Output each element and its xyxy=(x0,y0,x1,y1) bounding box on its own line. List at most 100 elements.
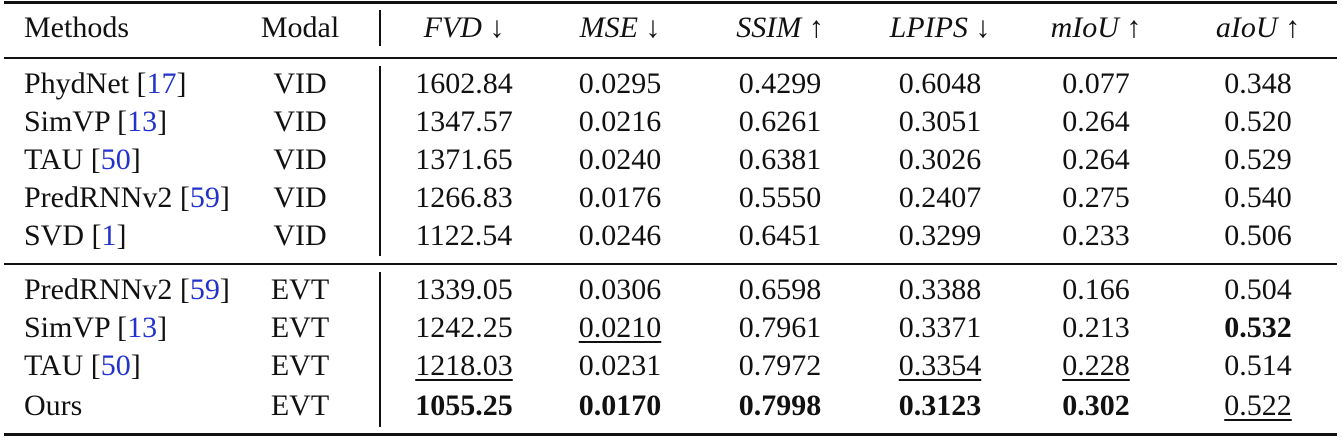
method-cell: Ours xyxy=(24,389,83,422)
miou-cell: 0.233 xyxy=(1062,219,1130,252)
header-aiou: aIoU ↑ xyxy=(1215,11,1301,44)
miou-cell: 0.077 xyxy=(1062,67,1130,100)
fvd-cell: 1218.03 xyxy=(415,349,513,382)
lpips-cell: 0.3299 xyxy=(898,219,982,252)
fvd-cell: 1266.83 xyxy=(415,181,513,214)
ssim-cell: 0.6381 xyxy=(738,143,822,176)
lpips-cell: 0.3354 xyxy=(898,349,982,382)
header-fvd: FVD ↓ xyxy=(423,11,505,44)
mse-cell: 0.0210 xyxy=(578,311,662,344)
header-modal: Modal xyxy=(260,11,340,44)
lpips-cell: 0.3051 xyxy=(898,105,982,138)
lpips-cell: 0.3388 xyxy=(898,273,982,306)
citation-link[interactable]: 50 xyxy=(100,143,131,176)
method-cell: PhydNet [17] xyxy=(24,67,187,100)
ssim-cell: 0.6451 xyxy=(738,219,822,252)
modal-cell: EVT xyxy=(270,273,330,306)
miou-cell: 0.264 xyxy=(1062,105,1130,138)
table-row: TAU [50] EVT 1218.03 0.0231 0.7972 0.335… xyxy=(0,347,1342,385)
aiou-cell: 0.514 xyxy=(1224,349,1292,382)
aiou-cell: 0.506 xyxy=(1224,219,1292,252)
citation-link[interactable]: 13 xyxy=(127,105,158,138)
modal-cell: EVT xyxy=(270,389,330,422)
fvd-cell: 1242.25 xyxy=(415,311,513,344)
header-mse: MSE ↓ xyxy=(579,11,661,44)
aiou-cell: 0.529 xyxy=(1224,143,1292,176)
header-miou: mIoU ↑ xyxy=(1050,11,1142,44)
table-row: SimVP [13] EVT 1242.25 0.0210 0.7961 0.3… xyxy=(0,309,1342,347)
table-bottom-rule xyxy=(4,433,1337,436)
aiou-cell: 0.348 xyxy=(1224,67,1292,100)
method-cell: PredRNNv2 [59] xyxy=(24,273,230,306)
fvd-cell: 1347.57 xyxy=(415,105,513,138)
table-row: SimVP [13] VID 1347.57 0.0216 0.6261 0.3… xyxy=(0,103,1342,141)
mse-cell: 0.0170 xyxy=(578,389,662,422)
method-cell: SimVP [13] xyxy=(24,311,168,344)
header-ssim: SSIM ↑ xyxy=(736,11,824,44)
modal-cell: EVT xyxy=(270,311,330,344)
table-header-rule xyxy=(4,57,1337,59)
citation-link[interactable]: 59 xyxy=(189,273,220,306)
lpips-cell: 0.3123 xyxy=(898,389,982,422)
fvd-cell: 1371.65 xyxy=(415,143,513,176)
miou-cell: 0.275 xyxy=(1062,181,1130,214)
mse-cell: 0.0246 xyxy=(578,219,662,252)
method-cell: SVD [1] xyxy=(24,219,127,252)
ssim-cell: 0.6598 xyxy=(738,273,822,306)
lpips-cell: 0.3371 xyxy=(898,311,982,344)
aiou-cell: 0.532 xyxy=(1224,311,1292,344)
fvd-cell: 1122.54 xyxy=(415,219,513,252)
miou-cell: 0.264 xyxy=(1062,143,1130,176)
column-divider xyxy=(379,272,381,427)
mse-cell: 0.0295 xyxy=(578,67,662,100)
method-cell: TAU [50] xyxy=(24,349,141,382)
table-row: Ours EVT 1055.25 0.0170 0.7998 0.3123 0.… xyxy=(0,387,1342,425)
ssim-cell: 0.7998 xyxy=(738,389,822,422)
aiou-cell: 0.522 xyxy=(1224,389,1292,422)
table-top-rule xyxy=(4,1,1337,4)
header-lpips: LPIPS ↓ xyxy=(889,11,991,44)
lpips-cell: 0.6048 xyxy=(898,67,982,100)
mse-cell: 0.0240 xyxy=(578,143,662,176)
modal-cell: VID xyxy=(273,67,327,100)
method-cell: SimVP [13] xyxy=(24,105,168,138)
table-row: TAU [50] VID 1371.65 0.0240 0.6381 0.302… xyxy=(0,141,1342,179)
fvd-cell: 1055.25 xyxy=(415,389,513,422)
citation-link[interactable]: 13 xyxy=(127,311,158,344)
modal-cell: VID xyxy=(273,105,327,138)
modal-cell: VID xyxy=(273,143,327,176)
table-group-rule xyxy=(4,263,1337,265)
lpips-cell: 0.2407 xyxy=(898,181,982,214)
ssim-cell: 0.5550 xyxy=(738,181,822,214)
citation-link[interactable]: 59 xyxy=(189,181,220,214)
mse-cell: 0.0216 xyxy=(578,105,662,138)
citation-link[interactable]: 17 xyxy=(146,67,177,100)
miou-cell: 0.228 xyxy=(1062,349,1130,382)
method-cell: TAU [50] xyxy=(24,143,141,176)
ssim-cell: 0.7972 xyxy=(738,349,822,382)
miou-cell: 0.213 xyxy=(1062,311,1130,344)
ssim-cell: 0.7961 xyxy=(738,311,822,344)
modal-cell: VID xyxy=(273,219,327,252)
aiou-cell: 0.520 xyxy=(1224,105,1292,138)
modal-cell: VID xyxy=(273,181,327,214)
miou-cell: 0.166 xyxy=(1062,273,1130,306)
table-row: PredRNNv2 [59] EVT 1339.05 0.0306 0.6598… xyxy=(0,271,1342,309)
table-row: PredRNNv2 [59] VID 1266.83 0.0176 0.5550… xyxy=(0,179,1342,217)
header-methods: Methods xyxy=(24,11,129,44)
mse-cell: 0.0176 xyxy=(578,181,662,214)
miou-cell: 0.302 xyxy=(1062,389,1130,422)
fvd-cell: 1339.05 xyxy=(415,273,513,306)
aiou-cell: 0.504 xyxy=(1224,273,1292,306)
table-row: SVD [1] VID 1122.54 0.0246 0.6451 0.3299… xyxy=(0,217,1342,255)
column-divider xyxy=(379,66,381,256)
method-cell: PredRNNv2 [59] xyxy=(24,181,230,214)
mse-cell: 0.0306 xyxy=(578,273,662,306)
mse-cell: 0.0231 xyxy=(578,349,662,382)
aiou-cell: 0.540 xyxy=(1224,181,1292,214)
ssim-cell: 0.4299 xyxy=(738,67,822,100)
citation-link[interactable]: 50 xyxy=(100,349,131,382)
fvd-cell: 1602.84 xyxy=(415,67,513,100)
citation-link[interactable]: 1 xyxy=(101,219,117,252)
ssim-cell: 0.6261 xyxy=(738,105,822,138)
